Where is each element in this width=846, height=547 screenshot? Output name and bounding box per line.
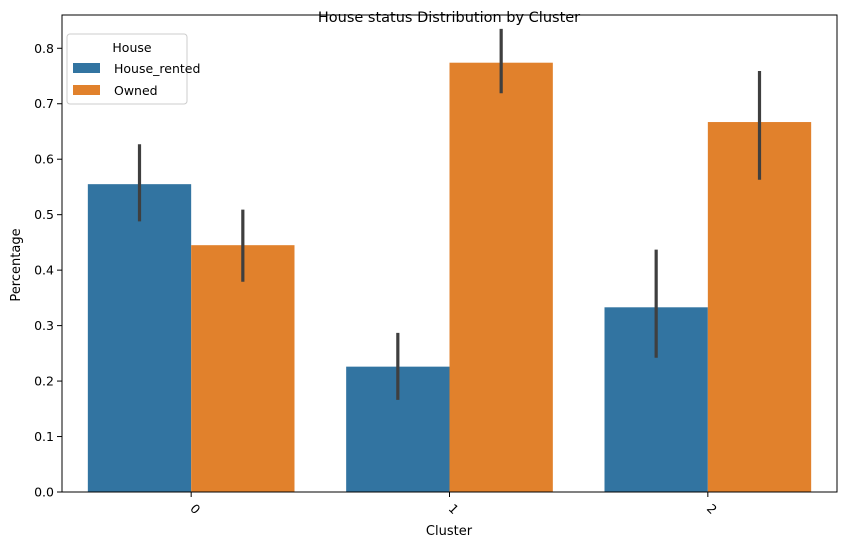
x-tick-label: 2 — [704, 501, 720, 517]
x-axis-label: Cluster — [426, 524, 473, 539]
x-tick-label: 1 — [446, 501, 462, 517]
x-tick-label: 0 — [187, 501, 203, 517]
y-axis-label: Percentage — [9, 228, 24, 301]
y-tick-label: 0.1 — [34, 429, 54, 444]
legend-label: Owned — [114, 83, 158, 98]
chart-title: House status Distribution by Cluster — [318, 10, 580, 26]
legend-swatch — [73, 85, 100, 95]
bar — [191, 245, 295, 492]
y-tick-label: 0.4 — [34, 263, 54, 278]
legend-label: House_rented — [114, 61, 200, 76]
legend: House House_rented Owned — [66, 33, 200, 105]
y-tick-label: 0.0 — [34, 485, 54, 500]
y-tick-label: 0.8 — [34, 41, 54, 56]
y-axis: 0.0 0.1 0.2 0.3 0.4 0.5 0.6 0.7 0.8 — [34, 41, 62, 500]
y-tick-label: 0.3 — [34, 318, 54, 333]
y-tick-label: 0.5 — [34, 207, 54, 222]
bar — [87, 184, 192, 492]
legend-entries: House_rented Owned — [73, 61, 200, 98]
legend-swatch — [73, 63, 100, 73]
y-tick-label: 0.6 — [34, 152, 54, 167]
plot-area — [87, 28, 812, 493]
bar — [449, 62, 553, 492]
y-tick-label: 0.2 — [34, 374, 54, 389]
x-axis: 0 1 2 — [187, 492, 720, 517]
bar — [707, 122, 812, 493]
y-tick-label: 0.7 — [34, 96, 54, 111]
legend-title: House — [112, 40, 151, 55]
